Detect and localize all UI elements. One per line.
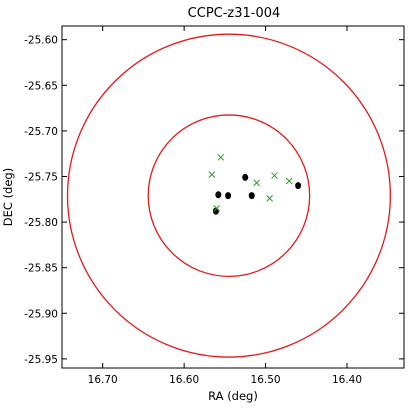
x-axis-title: RA (deg) [208, 389, 258, 403]
radius-circle-1 [66, 33, 392, 358]
plot-frame [61, 25, 405, 369]
y-tick-label: -25.90 [24, 308, 58, 320]
data-point-dot [295, 182, 302, 190]
radius-circle-2 [147, 114, 311, 277]
radius-circles [66, 33, 392, 358]
chart-title: CCPC-z31-004 [188, 6, 281, 21]
y-tick-label: -25.85 [24, 263, 58, 275]
y-tick-label: -25.70 [24, 126, 58, 138]
data-points [208, 153, 302, 215]
x-tick-label: 16.70 [88, 374, 118, 386]
data-point-dot [215, 191, 222, 199]
data-point-cross [213, 205, 221, 212]
data-point-cross [271, 172, 278, 179]
data-point-dot [242, 173, 249, 181]
data-point-cross [266, 195, 273, 202]
data-point-dot [248, 192, 255, 200]
y-tick-label: -25.95 [24, 354, 58, 366]
data-point-dot [225, 192, 232, 200]
x-tick-label: 16.40 [332, 374, 362, 386]
x-tick-label: 16.50 [251, 374, 281, 386]
x-tick-label: 16.60 [169, 374, 199, 386]
y-axis-ticks: -25.60 -25.65 -25.70 -25.75 -25.80 -25.85 -25.… [24, 35, 404, 366]
y-axis-title: DEC (deg) [1, 168, 15, 226]
data-point-cross [208, 171, 216, 179]
data-point-cross [285, 177, 293, 185]
y-tick-label: -25.75 [24, 171, 58, 183]
y-tick-label: -25.65 [24, 80, 58, 92]
x-axis-ticks: 16.70 16.60 16.50 16.40 [88, 26, 362, 386]
data-point-cross [253, 179, 260, 187]
y-tick-label: -25.60 [24, 35, 58, 47]
y-tick-label: -25.80 [24, 217, 58, 229]
data-point-cross [217, 153, 225, 161]
